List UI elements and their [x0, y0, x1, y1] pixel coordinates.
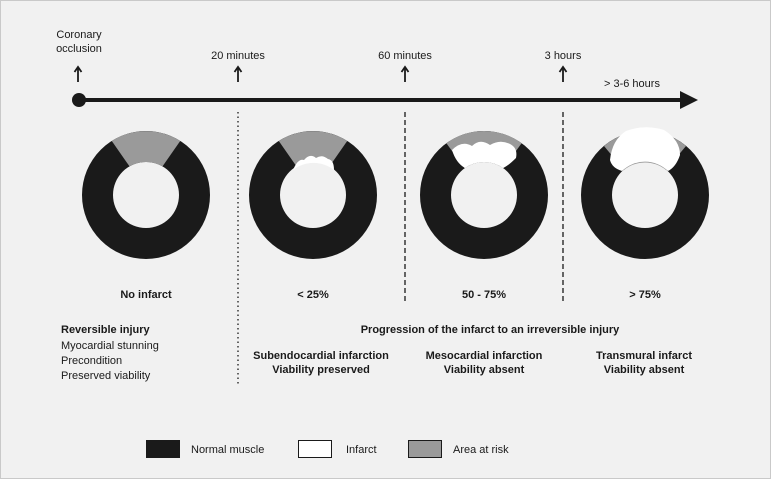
area-at-risk [278, 131, 348, 167]
legend-label-normal-muscle: Normal muscle [191, 444, 265, 456]
timeline-start-dot [72, 93, 86, 107]
ring-small-infarct [249, 131, 377, 259]
up-arrow-20min [233, 65, 243, 82]
reversible-line-viability: Preserved viability [61, 370, 151, 382]
infarct-area [610, 127, 680, 171]
infarct-area [293, 155, 334, 170]
stage-label-small: < 25% [297, 289, 329, 301]
area-at-risk [111, 131, 181, 167]
legend-label-area-at-risk: Area at risk [453, 444, 509, 456]
label-60-minutes: 60 minutes [378, 50, 432, 62]
reversible-injury-heading: Reversible injury [61, 324, 150, 336]
description-mesocardial: Mesocardial infarction Viability absent [425, 350, 543, 376]
label-20-minutes: 20 minutes [211, 50, 265, 62]
label-3-hours: 3 hours [544, 50, 582, 62]
description-transmural: Transmural infarct Viability absent [596, 350, 692, 376]
description-subendocardial: Subendocardial infarction Viability pres… [253, 350, 389, 376]
legend-label-infarct: Infarct [346, 444, 377, 456]
stage-label-large: > 75% [629, 289, 661, 301]
legend-swatch-infarct [298, 440, 332, 458]
progression-label: Progression of the infarct to an irrever… [360, 324, 620, 336]
up-arrow-60min [400, 65, 410, 82]
ring-large-infarct [581, 127, 709, 259]
ring-no-infarct [82, 131, 210, 259]
label-coronary-occlusion: Coronary occlusion [56, 29, 102, 55]
stage-label-medium: 50 - 75% [461, 289, 507, 301]
timeline-arrowhead [680, 91, 698, 109]
reversible-line-stunning: Myocardial stunning [61, 340, 159, 352]
legend-swatch-normal-muscle [146, 440, 180, 458]
ring-medium-infarct [420, 130, 548, 259]
infarct-area [452, 141, 517, 168]
label-end-time: > 3-6 hours [604, 78, 660, 90]
stage-label-no-infarct: No infarct [120, 289, 172, 301]
reversible-line-precondition: Precondition [61, 355, 123, 367]
up-arrow-occlusion [73, 65, 83, 82]
up-arrow-3h [558, 65, 568, 82]
legend-swatch-area-at-risk [408, 440, 442, 458]
